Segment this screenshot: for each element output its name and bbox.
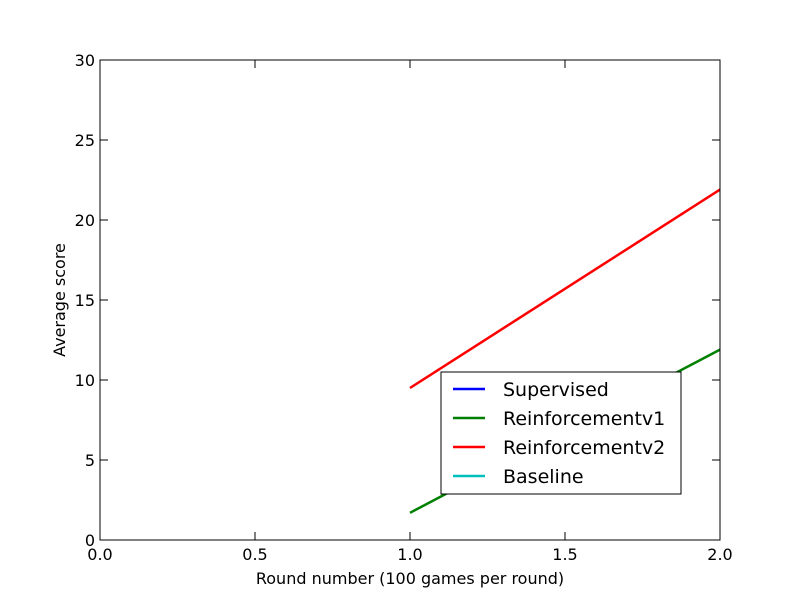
x-tick-label: 0.5 — [242, 545, 267, 564]
legend-label-supervised: Supervised — [503, 379, 609, 401]
y-tick-label: 10 — [75, 371, 95, 390]
series-line-reinforcementv2 — [409, 188, 721, 390]
y-tick-label: 5 — [85, 451, 95, 470]
y-tick-label: 30 — [75, 51, 95, 70]
legend-label-reinforcementv1: Reinforcementv1 — [503, 408, 665, 430]
x-tick-label: 2.0 — [707, 545, 732, 564]
ticks-layer: 0.0 0.5 1.0 1.5 2.0 0 5 10 15 20 25 30 — [75, 51, 733, 564]
x-tick-label: 1.5 — [552, 545, 577, 564]
legend: Supervised Reinforcementv1 Reinforcementv2… — [440, 371, 682, 495]
x-tick-label: 0.0 — [87, 545, 112, 564]
y-tick-label: 0 — [85, 531, 95, 550]
legend-label-reinforcementv2: Reinforcementv2 — [503, 437, 665, 459]
legend-label-baseline: Baseline — [503, 466, 584, 488]
y-tick-label: 20 — [75, 211, 95, 230]
x-axis-label: Round number (100 games per round) — [256, 569, 564, 588]
y-tick-label: 15 — [75, 291, 95, 310]
y-tick-label: 25 — [75, 131, 95, 150]
y-axis-label: Average score — [50, 243, 69, 357]
x-tick-label: 1.0 — [397, 545, 422, 564]
legend-box — [440, 371, 682, 495]
